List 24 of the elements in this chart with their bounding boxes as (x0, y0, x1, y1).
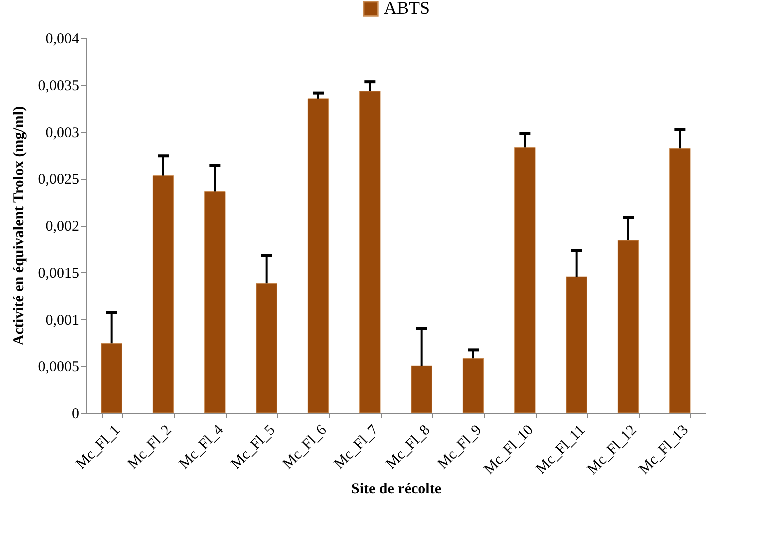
y-tick-label: 0,004 (46, 32, 80, 48)
bar (670, 148, 691, 414)
bar (204, 192, 226, 414)
bar (101, 343, 122, 414)
bar (256, 283, 278, 414)
bar (411, 366, 432, 414)
bar (308, 98, 330, 414)
y-tick-label: 0,0035 (38, 78, 80, 94)
bar (360, 91, 381, 414)
y-tick-label: 0,0005 (38, 360, 80, 376)
bar (618, 240, 640, 414)
y-axis-title: Activité en équivalent Trolox (mg/ml) (11, 106, 28, 346)
bar (514, 147, 536, 414)
y-tick-label: 0,001 (46, 312, 80, 329)
bar (152, 176, 174, 414)
y-tick-label: 0,003 (46, 125, 80, 142)
bar (566, 276, 588, 414)
y-tick-label: 0,0015 (38, 266, 80, 282)
bar (462, 358, 484, 414)
y-tick-label: 0 (72, 406, 80, 422)
y-tick-label: 0,002 (46, 219, 80, 235)
x-axis-title: Site de récolte (352, 481, 442, 498)
y-tick-label: 0,0025 (38, 172, 80, 188)
legend-label: ABTS (384, 0, 430, 18)
